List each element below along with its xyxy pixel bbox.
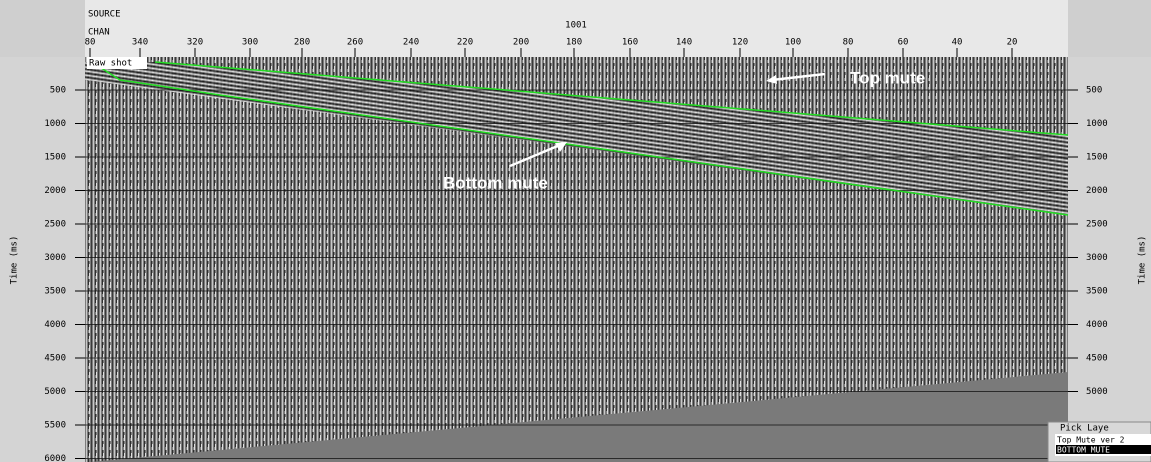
right-tick-label: 500 (1086, 86, 1102, 96)
channel-tick-label: 260 (347, 38, 363, 48)
channel-tick-label: 280 (294, 38, 310, 48)
right-tick-label: 3000 (1086, 253, 1108, 263)
channel-tick-label: 300 (242, 38, 258, 48)
source-label: SOURCE (88, 10, 121, 20)
right-tick-label: 1000 (1086, 119, 1108, 129)
page: Raw shot Top mute Bottom mute SOURCE CHA… (0, 0, 1151, 462)
channel-tick-label: 180 (566, 38, 582, 48)
left-tick-label: 500 (50, 86, 66, 96)
channel-tick-label: 220 (457, 38, 473, 48)
right-tick-label: 2000 (1086, 186, 1108, 196)
left-tick-label: 5000 (44, 387, 66, 397)
right-tick-label: 1500 (1086, 153, 1108, 163)
channel-tick-label: 60 (898, 38, 909, 48)
left-tick-label: 6000 (44, 454, 66, 462)
left-tick-label: 1500 (44, 153, 66, 163)
channel-tick-label: 240 (403, 38, 419, 48)
right-tick-label: 3500 (1086, 287, 1108, 297)
left-tick-label: 1000 (44, 119, 66, 129)
screen: Raw shot Top mute Bottom mute SOURCE CHA… (0, 0, 1151, 462)
left-tick-label: 3000 (44, 253, 66, 263)
bottom-mute-label: Bottom mute (443, 173, 548, 192)
pick-panel-title: Pick Laye (1060, 424, 1109, 434)
channel-tick-label: 120 (732, 38, 748, 48)
left-axis-title: Time (ms) (10, 236, 20, 285)
channel-tick-label: 160 (622, 38, 638, 48)
channel-tick-label: 80 (85, 38, 96, 48)
left-tick-label: 2500 (44, 220, 66, 230)
left-tick-label: 2000 (44, 186, 66, 196)
right-tick-label: 5000 (1086, 387, 1108, 397)
raw-shot-label: Raw shot (89, 59, 132, 69)
pick-item[interactable]: Top Mute ver 2 (1057, 436, 1125, 445)
pick-item[interactable]: BOTTOM MUTE (1057, 446, 1110, 455)
channel-tick-label: 40 (952, 38, 963, 48)
left-tick-label: 4500 (44, 354, 66, 364)
left-tick-label: 5500 (44, 421, 66, 431)
channel-tick-label: 340 (132, 38, 148, 48)
source-value: 1001 (565, 21, 587, 31)
top-mute-label: Top mute (850, 68, 925, 87)
left-tick-label: 3500 (44, 287, 66, 297)
channel-tick-label: 80 (843, 38, 854, 48)
chan-label: CHAN (88, 28, 110, 38)
left-tick-label: 4000 (44, 320, 66, 330)
right-axis-title: Time (ms) (1138, 236, 1148, 285)
channel-tick-label: 320 (187, 38, 203, 48)
channel-tick-label: 200 (513, 38, 529, 48)
channel-tick-label: 100 (785, 38, 801, 48)
right-tick-label: 4000 (1086, 320, 1108, 330)
right-tick-label: 4500 (1086, 354, 1108, 364)
channel-tick-label: 140 (676, 38, 692, 48)
pick-panel[interactable]: Pick Laye Top Mute ver 2 BOTTOM MUTE (1048, 422, 1151, 462)
channel-tick-label: 20 (1007, 38, 1018, 48)
right-tick-label: 2500 (1086, 220, 1108, 230)
